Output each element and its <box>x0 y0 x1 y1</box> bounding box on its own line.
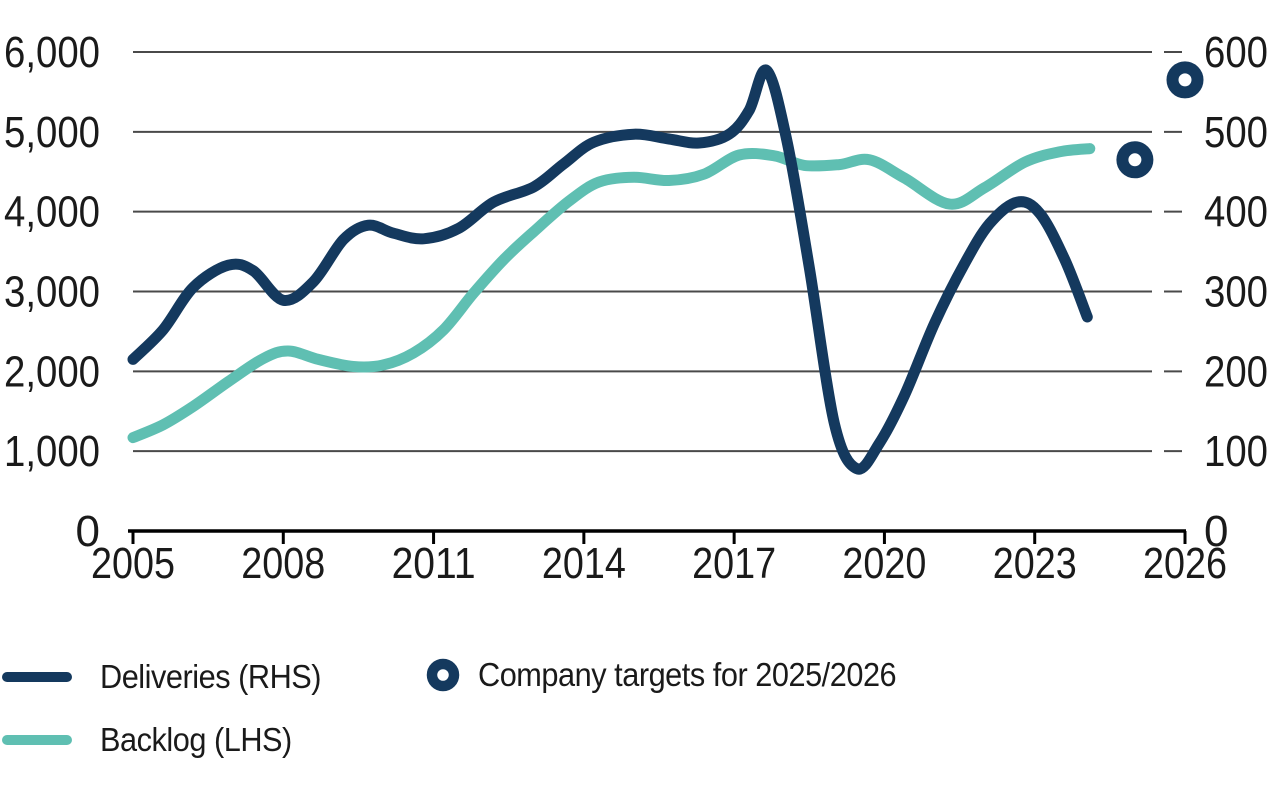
left-axis-label: 4,000 <box>4 188 100 237</box>
right-axis-label: 600 <box>1204 28 1268 77</box>
left-axis-label: 5,000 <box>4 108 100 157</box>
left-axis-label: 1,000 <box>4 427 100 476</box>
x-axis-label: 2023 <box>993 539 1077 588</box>
right-axis-label: 500 <box>1204 108 1268 157</box>
x-axis-label: 2026 <box>1143 539 1227 588</box>
x-axis-label: 2005 <box>91 539 175 588</box>
right-axis-label: 200 <box>1204 347 1268 396</box>
x-axis-label: 2017 <box>692 539 776 588</box>
legend-item-backlog: Backlog (LHS) <box>2 721 306 759</box>
right-axis-label: 400 <box>1204 188 1268 237</box>
right-axis-label: 0 <box>1204 507 1228 556</box>
target-markers <box>1116 141 1154 179</box>
x-axis-label: 2011 <box>392 539 476 588</box>
legend-label-backlog: Backlog (LHS) <box>100 721 292 758</box>
left-axis-label: 0 <box>76 507 100 556</box>
right-axis-label: 300 <box>1204 268 1268 317</box>
left-axis-label: 6,000 <box>4 28 100 77</box>
left-axis-label: 3,000 <box>4 268 100 317</box>
deliveries-line-swatch <box>2 672 72 682</box>
legend-item-deliveries: Deliveries (RHS) <box>2 658 338 696</box>
backlog-line-swatch <box>2 735 72 745</box>
x-axis-label: 2008 <box>241 539 325 588</box>
line-chart: 0 0 1,000 100 2,000 200 3,000 300 4,000 400 5,000 5… <box>4 28 1268 588</box>
legend-label-company-targets: Company targets for 2025/2026 <box>478 656 897 693</box>
backlog-line <box>127 143 1096 444</box>
left-axis-label: 2,000 <box>4 347 100 396</box>
x-axis-label: 2020 <box>842 539 926 588</box>
legend-item-company-targets: Company targets for 2025/2026 <box>424 656 928 694</box>
x-axis-label: 2014 <box>542 539 626 588</box>
right-axis-label: 100 <box>1204 427 1268 476</box>
deliveries-line <box>127 64 1093 475</box>
target-markers <box>1166 61 1204 99</box>
target-marker-icon <box>426 658 460 692</box>
legend-label-deliveries: Deliveries (RHS) <box>100 658 322 695</box>
